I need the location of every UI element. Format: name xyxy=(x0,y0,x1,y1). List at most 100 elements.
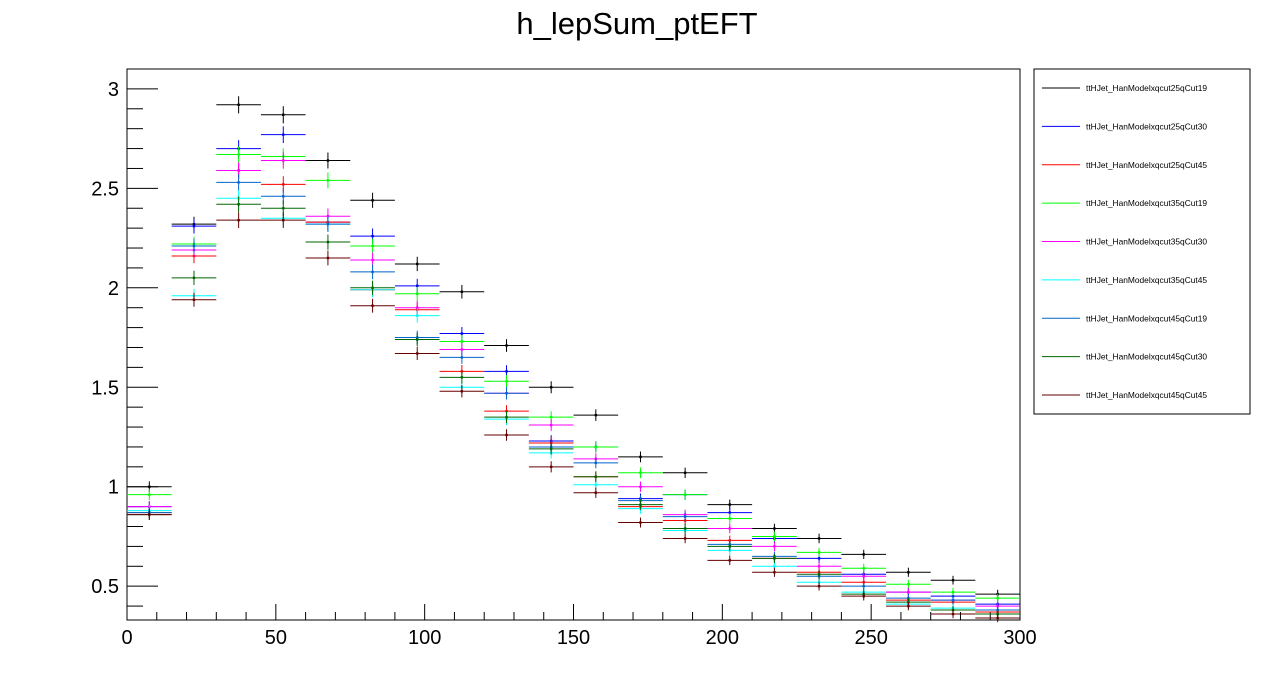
data-point xyxy=(594,475,598,478)
data-point xyxy=(728,503,731,506)
data-point xyxy=(683,537,687,540)
data-point xyxy=(817,573,821,576)
data-point xyxy=(951,579,955,582)
data-point xyxy=(951,590,955,594)
data-point xyxy=(416,352,419,355)
y-tick-label: 3 xyxy=(108,79,119,101)
data-point xyxy=(773,545,776,548)
data-point xyxy=(817,551,821,554)
data-point xyxy=(773,557,776,560)
data-point xyxy=(862,567,865,570)
legend-item: ttHJet_HanModelxqcut35qCut30 xyxy=(1042,237,1207,247)
data-point xyxy=(148,493,151,496)
data-point xyxy=(282,218,285,222)
data-point xyxy=(505,392,508,395)
legend-item: ttHJet_HanModelxqcut35qCut45 xyxy=(1042,275,1207,285)
data-point xyxy=(460,332,464,335)
data-point xyxy=(594,483,598,486)
data-point xyxy=(237,103,240,107)
data-point xyxy=(728,559,731,562)
data-point xyxy=(907,604,910,608)
y-tick-label: 2 xyxy=(108,278,119,300)
data-point xyxy=(549,447,553,451)
data-point xyxy=(683,527,687,530)
data-point xyxy=(907,571,910,574)
data-point xyxy=(505,380,508,383)
data-point xyxy=(371,199,374,202)
data-point xyxy=(416,292,419,295)
data-series xyxy=(127,96,1020,623)
data-point xyxy=(416,314,419,317)
data-point xyxy=(549,465,553,469)
data-point xyxy=(192,244,196,248)
data-point xyxy=(862,553,865,556)
data-point xyxy=(192,298,196,301)
data-point xyxy=(862,594,865,598)
data-point xyxy=(460,290,464,293)
data-point xyxy=(282,113,285,116)
data-point xyxy=(505,433,508,437)
data-point xyxy=(862,584,865,588)
data-point xyxy=(594,413,598,417)
data-point xyxy=(773,527,776,530)
legend-label: ttHJet_HanModelxqcut45qCut19 xyxy=(1086,313,1207,323)
data-point xyxy=(416,306,419,309)
data-point xyxy=(728,511,731,514)
x-tick-label: 0 xyxy=(121,627,132,649)
data-point xyxy=(639,455,642,459)
data-point xyxy=(371,258,374,262)
data-point xyxy=(416,284,419,288)
series-4 xyxy=(127,146,1020,603)
data-point xyxy=(505,344,508,347)
data-point xyxy=(326,222,330,226)
data-point xyxy=(371,286,374,290)
legend-item: ttHJet_HanModelxqcut25qCut30 xyxy=(1042,121,1207,131)
data-point xyxy=(728,545,731,548)
legend-label: ttHJet_HanModelxqcut25qCut30 xyxy=(1086,121,1207,131)
data-point xyxy=(549,423,553,427)
data-point xyxy=(416,262,419,266)
legend-label: ttHJet_HanModelxqcut35qCut30 xyxy=(1086,237,1207,247)
x-tick-label: 50 xyxy=(265,627,287,649)
data-point xyxy=(460,356,464,359)
legend: ttHJet_HanModelxqcut25qCut19 ttHJet_HanMo… xyxy=(1033,68,1251,415)
data-point xyxy=(237,218,240,222)
x-tick-label: 150 xyxy=(557,627,590,649)
data-point xyxy=(773,565,776,568)
data-point xyxy=(728,517,731,520)
data-point xyxy=(460,376,464,379)
data-point xyxy=(282,195,285,198)
y-tick-label: 2.5 xyxy=(91,178,119,200)
data-point xyxy=(951,612,955,616)
data-point xyxy=(996,596,999,600)
data-point xyxy=(326,256,330,260)
data-point xyxy=(683,471,687,475)
series-9 xyxy=(127,212,1020,623)
data-point xyxy=(460,390,464,393)
data-point xyxy=(817,557,821,560)
y-tick-label: 0.5 xyxy=(91,576,119,598)
data-point xyxy=(148,485,151,488)
legend-item: ttHJet_HanModelxqcut25qCut45 xyxy=(1042,160,1207,170)
data-point xyxy=(237,169,240,172)
data-point xyxy=(371,244,374,248)
data-point xyxy=(683,493,687,496)
legend-item: ttHJet_HanModelxqcut45qCut30 xyxy=(1042,352,1207,362)
data-point xyxy=(326,214,330,218)
data-point xyxy=(907,590,910,594)
axis-ticks xyxy=(126,68,1021,620)
data-point xyxy=(371,270,374,274)
data-point xyxy=(282,159,285,162)
data-point xyxy=(192,224,196,228)
data-point xyxy=(773,571,776,574)
data-point xyxy=(773,535,776,538)
data-point xyxy=(639,471,642,475)
data-point xyxy=(326,240,330,244)
legend-item: ttHJet_HanModelxqcut25qCut19 xyxy=(1042,83,1207,93)
data-point xyxy=(282,183,285,186)
data-point xyxy=(460,348,464,351)
legend-label: ttHJet_HanModelxqcut35qCut19 xyxy=(1086,198,1207,208)
data-point xyxy=(326,179,330,182)
